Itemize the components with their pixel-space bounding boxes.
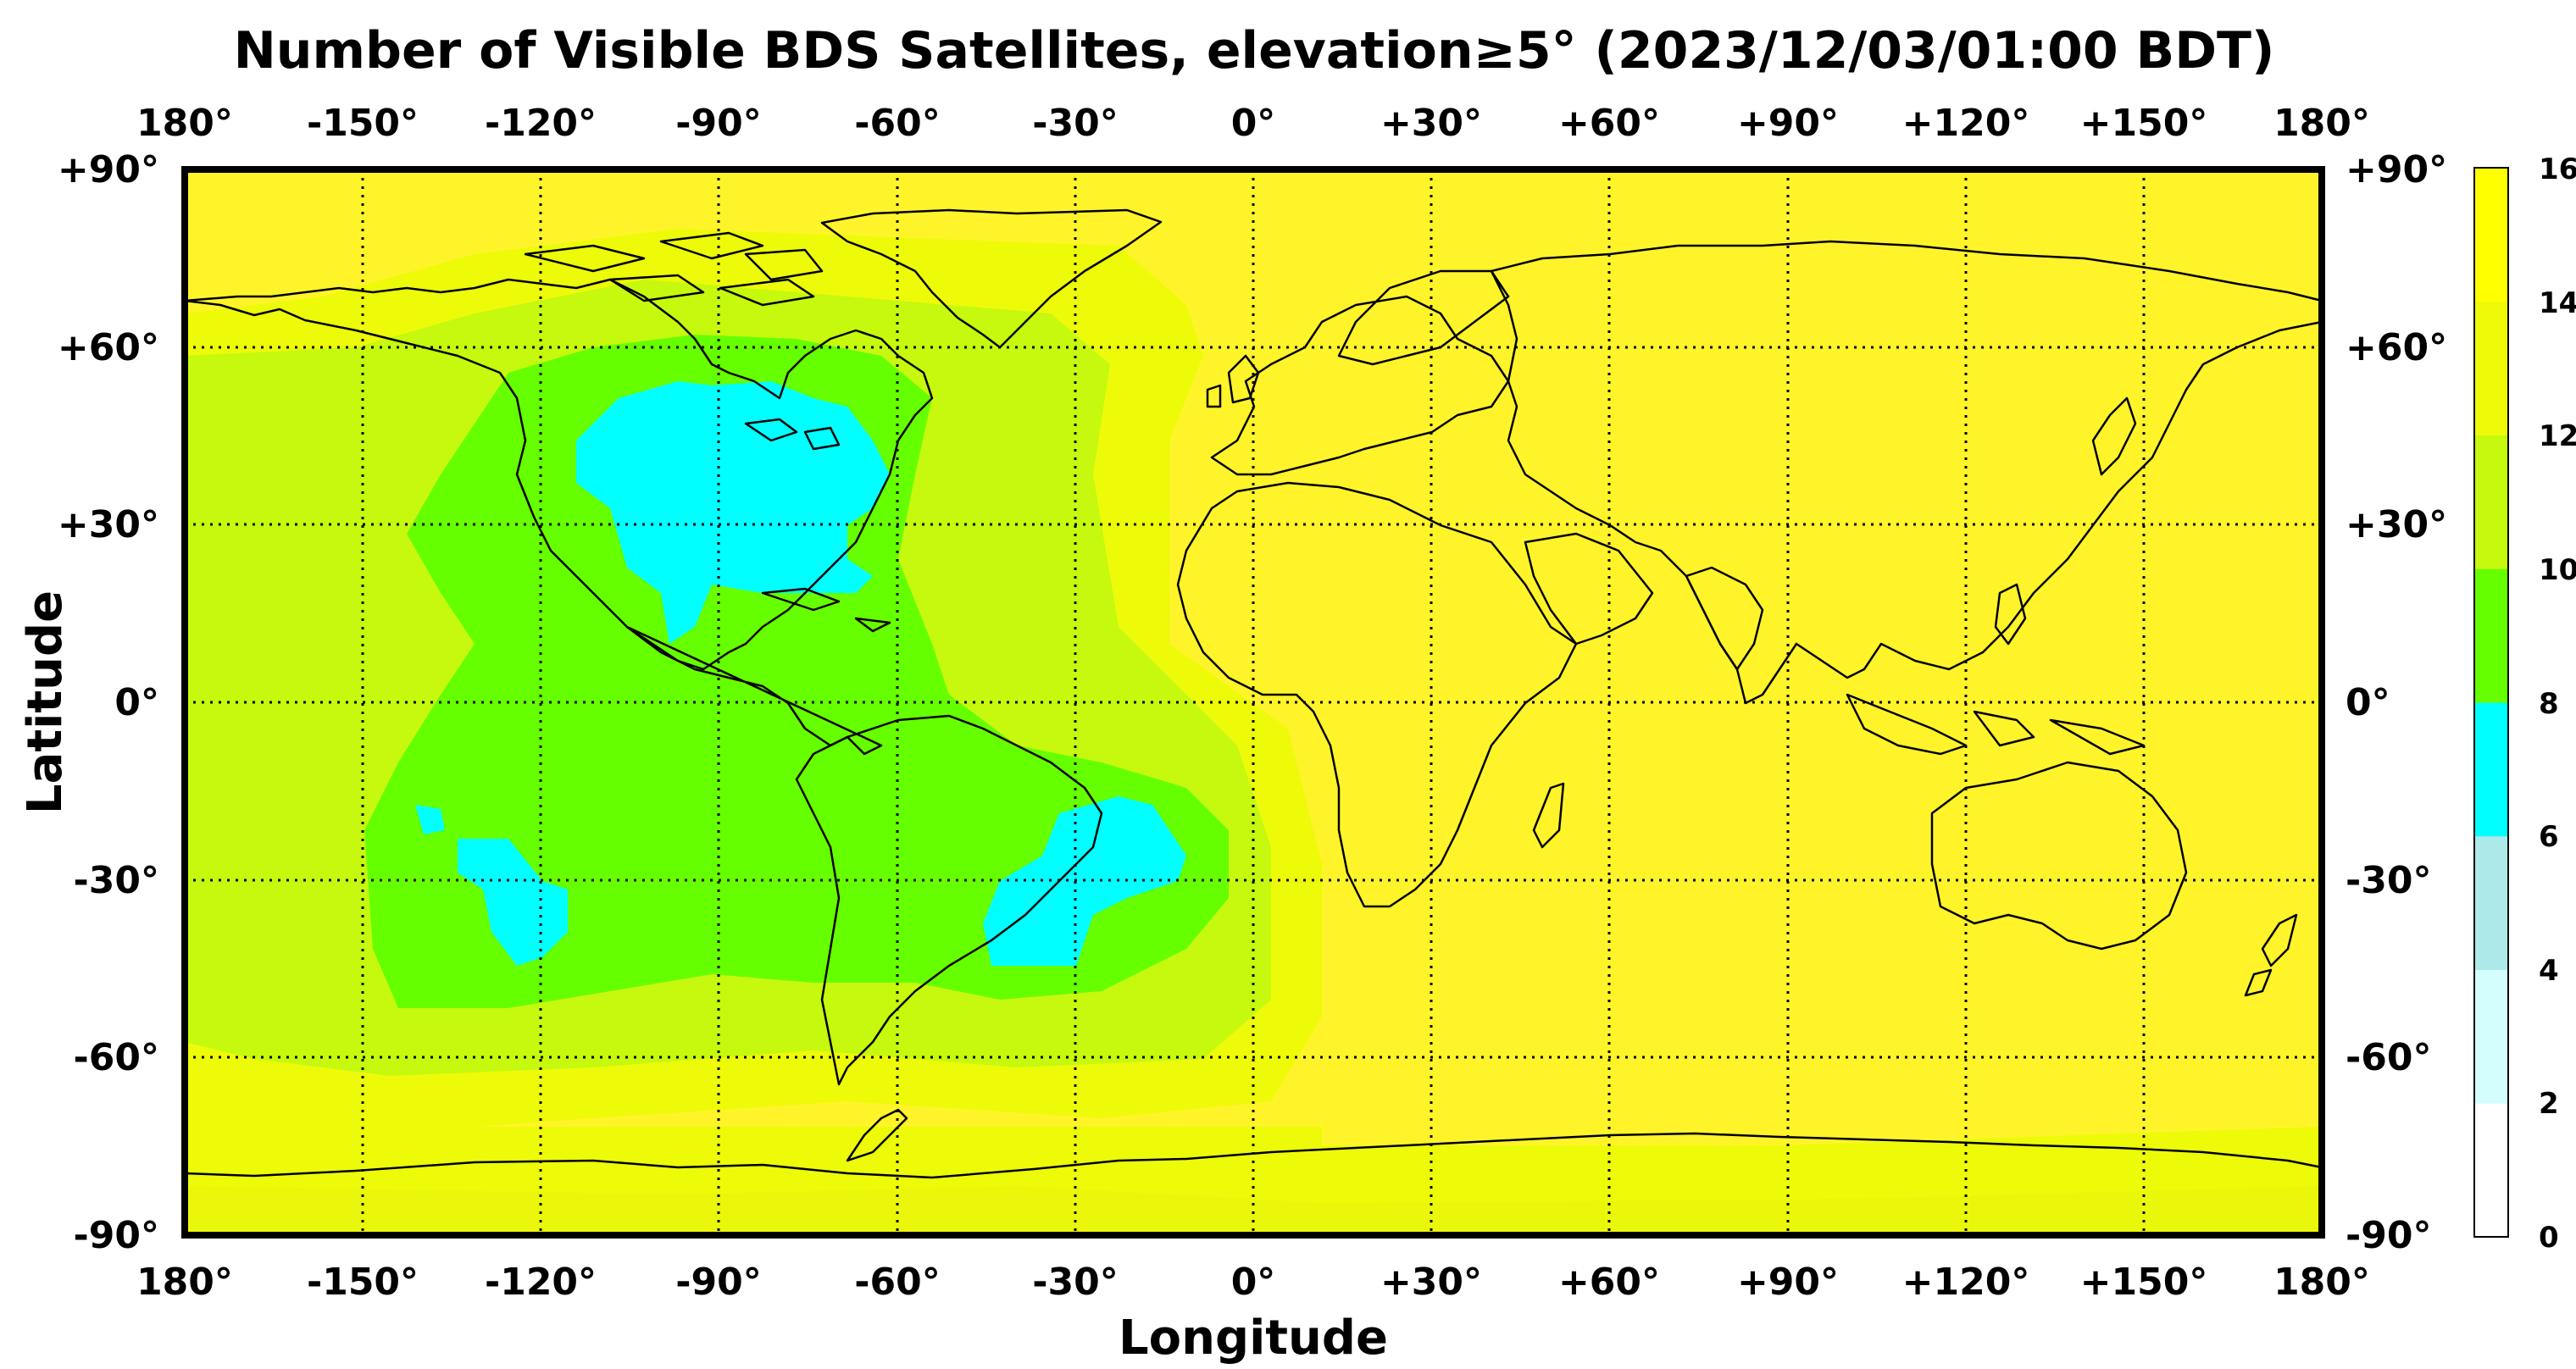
lon-tick-bottom: +90° [1737, 1261, 1839, 1304]
lon-tick-top: -120° [485, 102, 597, 145]
colorbar: 0 2 4 6 8 10 12 14 16 [2473, 152, 2576, 1255]
lat-tick-right: +90° [2346, 148, 2447, 191]
lat-ticks-left: +90° +60° +30° 0° -30° -60° -90° [58, 148, 159, 1257]
map-frame [181, 166, 2325, 1239]
lon-ticks-top: 180° -150° -120° -90° -60° -30° 0° +30° … [136, 102, 2370, 145]
lon-tick-top: +120° [1902, 102, 2030, 145]
y-axis-title: Latitude [18, 590, 73, 814]
lon-tick-top: 180° [136, 102, 233, 145]
lon-tick-top: +150° [2080, 102, 2208, 145]
lat-tick-left: 0° [114, 681, 159, 724]
lat-tick-left: +30° [58, 503, 159, 546]
coast-europe [1210, 295, 1510, 476]
lon-tick-bottom: 0° [1231, 1261, 1276, 1304]
colorbar-tick: 4 [2539, 954, 2559, 988]
lon-tick-bottom: +120° [1902, 1261, 2030, 1304]
lon-tick-top: +60° [1558, 102, 1660, 145]
colorbar-swatch [2474, 301, 2508, 435]
lon-tick-top: -90° [675, 102, 762, 145]
coast-india [1685, 566, 1764, 671]
field-min-pacific-spot [415, 805, 445, 834]
coast-central-america [625, 625, 883, 756]
lat-tick-right: 0° [2346, 681, 2390, 724]
lon-tick-bottom: +150° [2080, 1261, 2208, 1304]
lat-tick-right: +60° [2346, 326, 2447, 369]
coastlines [183, 208, 2323, 1179]
lon-tick-top: -30° [1032, 102, 1119, 145]
coast-greenland [820, 208, 1163, 349]
lon-tick-bottom: -120° [485, 1261, 597, 1304]
colorbar-swatch [2474, 969, 2508, 1104]
colorbar-tick: 0 [2539, 1221, 2559, 1255]
colorbar-swatch [2474, 568, 2508, 703]
lon-tick-bottom: +30° [1380, 1261, 1482, 1304]
colorbar-swatch [2474, 168, 2508, 302]
lon-tick-bottom: -30° [1032, 1261, 1119, 1304]
lat-tick-left: -60° [74, 1036, 160, 1079]
lat-tick-left: +60° [58, 326, 159, 369]
map-title: Number of Visible BDS Satellites, elevat… [234, 21, 2275, 80]
lon-tick-bottom: -60° [854, 1261, 941, 1304]
colorbar-tick: 16 [2539, 152, 2576, 186]
colorbar-swatches [2474, 168, 2508, 1238]
lat-tick-left: -30° [74, 859, 160, 902]
lon-tick-top: -150° [307, 102, 419, 145]
lon-tick-top: 180° [2273, 102, 2370, 145]
coast-philippines [1994, 583, 2027, 646]
colorbar-tick: 6 [2539, 820, 2559, 854]
colorbar-frame [2473, 167, 2509, 1238]
lon-ticks-bottom: 180° -150° -120° -90° -60° -30° 0° +30° … [136, 1261, 2370, 1304]
x-axis-title: Longitude [1119, 1311, 1388, 1366]
colorbar-ticks: 0 2 4 6 8 10 12 14 16 [2539, 152, 2576, 1255]
colorbar-swatch [2474, 835, 2508, 970]
lat-tick-right: -90° [2346, 1214, 2432, 1257]
coast-antarctica [184, 1132, 2323, 1179]
lat-ticks-right: +90° +60° +30° 0° -30° -60° -90° [2346, 148, 2447, 1257]
coast-australia [1930, 761, 2188, 951]
graticule [185, 169, 2322, 1235]
coast-japan [2091, 396, 2137, 476]
coast-great-lakes [744, 418, 841, 451]
lon-tick-top: 0° [1231, 102, 1276, 145]
colorbar-tick: 14 [2539, 286, 2576, 320]
colorbar-swatch [2474, 435, 2508, 569]
coast-madagascar [1532, 782, 1565, 849]
field-level-10 [364, 335, 1229, 1008]
field-south-band-inner [185, 1186, 2322, 1235]
coast-arctic-islands [524, 231, 824, 307]
coast-south-america [795, 714, 1103, 1086]
lon-tick-top: -60° [854, 102, 941, 145]
colorbar-tick: 2 [2539, 1087, 2559, 1121]
lon-tick-bottom: 180° [136, 1261, 233, 1304]
coast-arabia [1524, 532, 1654, 646]
lon-tick-bottom: +60° [1558, 1261, 1660, 1304]
lat-tick-right: -60° [2346, 1036, 2432, 1079]
colorbar-tick: 10 [2539, 553, 2576, 587]
coast-antarctic-peninsula [846, 1108, 908, 1162]
lon-tick-top: +30° [1380, 102, 1482, 145]
lon-tick-bottom: -90° [675, 1261, 762, 1304]
lon-tick-bottom: -150° [307, 1261, 419, 1304]
lat-tick-right: +30° [2346, 503, 2447, 546]
lat-tick-right: -30° [2346, 859, 2432, 902]
lon-tick-top: +90° [1737, 102, 1839, 145]
colorbar-swatch [2474, 702, 2508, 837]
lon-tick-bottom: 180° [2273, 1261, 2370, 1304]
colorbar-tick: 8 [2539, 687, 2559, 721]
coast-africa [1176, 481, 1578, 908]
coast-new-zealand [2244, 913, 2298, 997]
coast-caribbean [761, 587, 891, 633]
lat-tick-left: -90° [74, 1214, 160, 1257]
colorbar-tick: 12 [2539, 419, 2576, 453]
coast-british-isles [1206, 354, 1260, 408]
colorbar-swatch [2474, 1103, 2508, 1238]
coast-scandinavia [1337, 269, 1510, 366]
lat-tick-left: +90° [58, 148, 159, 191]
